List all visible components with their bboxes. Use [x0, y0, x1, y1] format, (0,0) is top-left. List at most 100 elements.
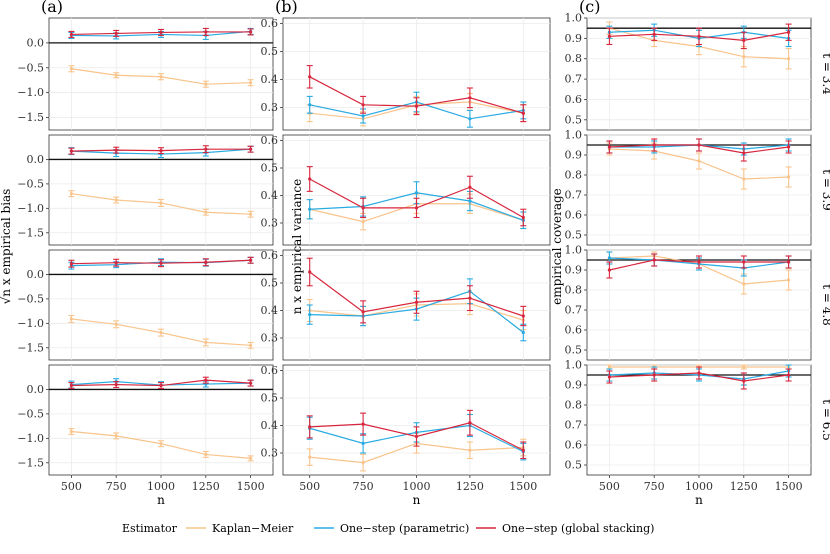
data-point	[361, 103, 365, 107]
y-tick-label: 0.5	[565, 459, 583, 472]
y-tick-label: −1.0	[17, 432, 44, 445]
series-one-step-global-stacking	[68, 145, 254, 155]
x-axis-title: n	[695, 493, 703, 507]
data-point	[697, 143, 701, 147]
y-tick-label: 0.4	[261, 419, 279, 432]
facet-strip-label: t = 6.5	[820, 399, 830, 441]
legend-label-one-step-parametric: One−step (parametric)	[340, 522, 469, 535]
data-point	[697, 371, 701, 375]
data-point	[607, 34, 612, 38]
column-label-c: (c)	[579, 0, 600, 16]
y-tick-label: 0.9	[565, 149, 583, 162]
data-point	[521, 111, 525, 115]
data-point	[468, 421, 472, 425]
data-point	[697, 159, 701, 163]
panel-a-row-1: 0.0 −0.5 −1.0 −1.5	[17, 17, 274, 131]
panel-a-row-2: 0.0 −0.5 −1.0 −1.5	[17, 134, 274, 246]
x-tick-label: 500	[599, 480, 620, 493]
y-tick-label: −1.5	[17, 226, 44, 239]
data-point	[308, 177, 312, 181]
y-tick-label: 1.0	[565, 244, 583, 257]
legend-label-one-step-global-stacking: One−step (global stacking)	[502, 522, 654, 535]
data-point	[249, 258, 253, 262]
y-tick-label: 0.8	[565, 399, 583, 412]
data-point	[249, 81, 253, 85]
y-tick-label: −1.5	[17, 341, 44, 354]
x-tick-label: 750	[353, 480, 374, 493]
data-point	[414, 104, 419, 108]
data-point	[114, 382, 118, 387]
data-point	[787, 57, 791, 61]
data-point	[69, 149, 73, 153]
y-tick-label: −0.5	[17, 407, 44, 420]
x-axis-title: n	[157, 493, 165, 507]
data-point	[607, 365, 612, 369]
legend: Estimator Kaplan−Meier One−step (paramet…	[122, 522, 654, 535]
data-point	[69, 383, 73, 388]
series-one-step-global-stacking	[68, 376, 254, 390]
data-point	[521, 330, 525, 335]
data-point	[204, 82, 208, 86]
data-point	[204, 452, 208, 457]
column-label-a: (a)	[41, 0, 63, 16]
y-tick-label: 0.3	[261, 217, 279, 230]
data-point	[69, 317, 73, 321]
y-tick-label: 0.6	[565, 439, 583, 452]
data-point	[69, 67, 73, 71]
series-one-step-parametric	[306, 181, 527, 230]
x-tick-label: 1250	[192, 480, 220, 493]
data-point	[607, 256, 612, 260]
series-one-step-global-stacking	[606, 253, 792, 279]
y-tick-label: 0.5	[565, 229, 583, 242]
y-tick-label: 0.0	[27, 36, 45, 49]
data-point	[249, 456, 253, 460]
data-point	[114, 31, 118, 36]
data-point	[308, 207, 312, 211]
x-tick-label: 1500	[775, 480, 803, 493]
data-point	[159, 442, 163, 446]
y-tick-label: −1.5	[17, 111, 44, 124]
y-axis-title-a: √n x empirical bias	[0, 189, 13, 305]
data-point	[742, 365, 746, 369]
data-point	[114, 148, 118, 152]
y-tick-label: 1.0	[565, 12, 583, 25]
data-point	[652, 258, 656, 262]
data-point	[521, 448, 525, 452]
panel-b-row-2: 0.3 0.4 0.5 0.6	[261, 134, 551, 246]
data-point	[361, 206, 365, 210]
panel-c-row-1: 0.5 0.6 0.7 0.8 0.9 1.0 t = 3.4	[565, 12, 830, 131]
panels-layer: 0.0 −0.5 −1.0 −1.5 0.0 −0.5 −1.0 −1.5 0.0 −0.5 −1.…	[17, 12, 830, 476]
data-point	[742, 177, 746, 181]
data-point	[114, 261, 118, 265]
legend-label-kaplan-meier: Kaplan−Meier	[212, 522, 294, 535]
y-tick-label: −1.5	[17, 456, 44, 469]
y-tick-label: 1.0	[565, 359, 583, 372]
data-point	[787, 175, 791, 179]
y-tick-label: 0.7	[565, 419, 583, 432]
y-tick-label: 0.0	[27, 383, 45, 396]
y-tick-label: 0.6	[261, 134, 279, 147]
data-point	[607, 145, 612, 149]
y-tick-label: 0.5	[565, 344, 583, 357]
data-point	[159, 331, 163, 335]
y-tick-label: 0.4	[261, 73, 279, 86]
y-tick-label: −0.5	[17, 292, 44, 305]
data-point	[69, 192, 73, 196]
panel-a-row-3: 0.0 −0.5 −1.0 −1.5	[17, 249, 274, 361]
y-tick-label: −0.5	[17, 177, 44, 190]
y-tick-label: 0.4	[261, 304, 279, 317]
facet-strip-label: t = 3.9	[820, 169, 830, 211]
data-point	[468, 185, 472, 189]
column-label-b: (b)	[275, 0, 298, 16]
data-point	[249, 381, 253, 385]
data-point	[204, 340, 208, 344]
panel-b-row-1: 0.3 0.4 0.5 0.6	[261, 17, 551, 131]
y-tick-label: 0.6	[565, 209, 583, 222]
legend-entry-kaplan-meier: Kaplan−Meier	[186, 522, 294, 535]
x-tick-label: 750	[106, 480, 127, 493]
series-kaplan-meier	[68, 314, 254, 349]
panel-b-row-4: 0.3 0.4 0.5 0.6	[261, 364, 551, 476]
data-point	[69, 32, 73, 37]
y-tick-label: −1.0	[17, 86, 44, 99]
y-tick-label: 0.9	[565, 32, 583, 45]
